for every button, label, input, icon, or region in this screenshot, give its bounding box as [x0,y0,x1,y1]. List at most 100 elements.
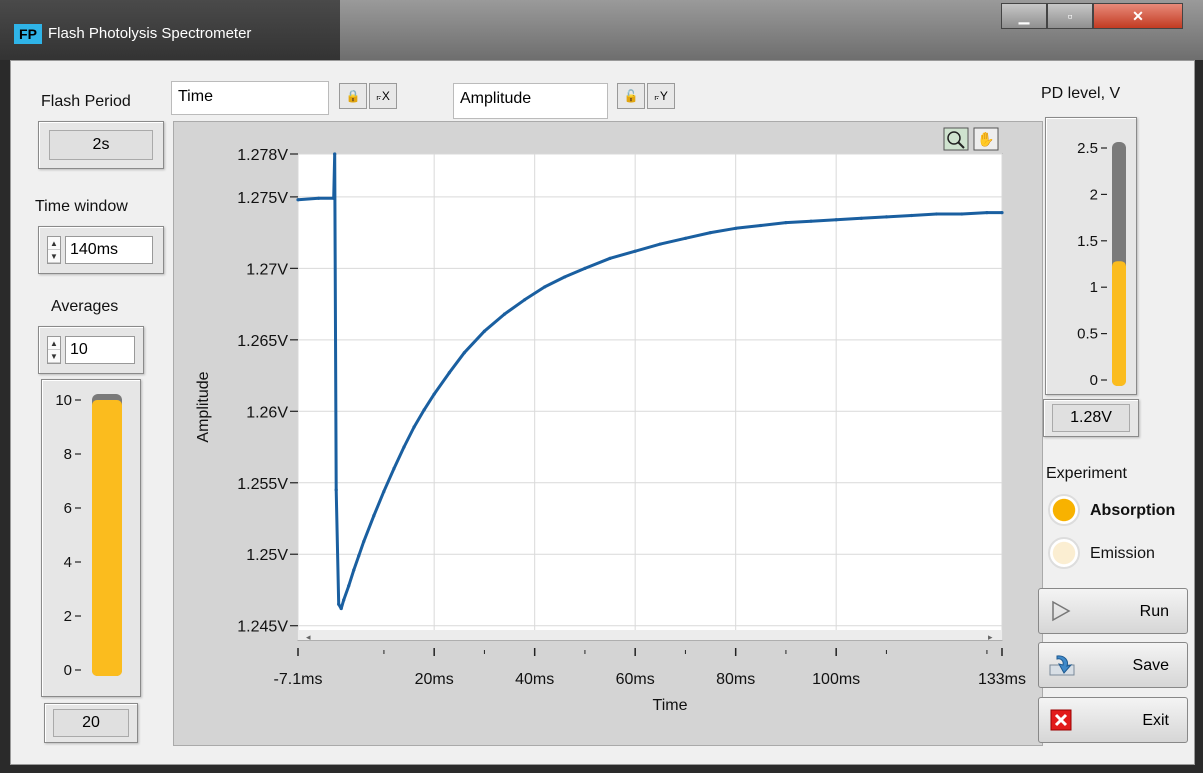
main-panel: Flash Period 2s Time window ▲ ▼ 140ms Ave… [10,60,1195,765]
save-icon [1049,655,1075,676]
experiment-label: Experiment [1046,465,1127,482]
pan-hand-icon [973,127,999,151]
x-tick-label: 40ms [515,671,554,688]
close-window-button[interactable]: ✕ [1093,3,1183,29]
averages-count: 20 [53,709,129,737]
x-tick-label: 80ms [716,671,755,688]
data-point [337,602,341,606]
x-lock-button[interactable]: 🔒 [339,83,367,109]
time-window-control: ▲ ▼ 140ms [38,226,164,274]
y-tick-label: 1.26V [246,404,288,421]
data-point [563,275,567,279]
zoom-handle [957,141,965,149]
series-line [297,152,1002,611]
y-scale-name[interactable]: Amplitude [453,83,608,119]
title-bar[interactable]: FP Flash Photolysis Spectrometer ▁ ▫ ✕ [0,0,1203,60]
emission-radio-icon[interactable] [1048,537,1080,569]
y-tick-label: 1.275V [237,190,288,207]
averages-tick-label: 8 [64,446,72,463]
data-point [784,221,788,225]
averages-slider[interactable]: 10 8 6 4 2 0 [41,379,141,697]
time-window-label: Time window [35,198,128,215]
data-point [412,425,416,429]
graph-palette: ✋ [943,127,999,151]
save-button[interactable]: Save [1038,642,1188,688]
averages-tick-label: 4 [64,554,72,571]
x-tick-label: 100ms [812,671,860,688]
down-arrow-icon[interactable]: ▼ [48,350,60,363]
y-lock-button[interactable]: 🔓 [617,83,645,109]
flash-period-label: Flash Period [41,93,131,110]
x-tick-label: 133ms [978,671,1026,688]
waveform-graph[interactable]: -7.1ms 20ms 40ms 60ms 80ms 100ms 133ms 1.278V 1.… [173,121,1043,746]
averages-tick-label: 0 [64,662,72,679]
run-button[interactable]: Run [1038,588,1188,634]
up-arrow-icon[interactable]: ▲ [48,237,60,250]
time-window-spinner[interactable]: ▲ ▼ [47,236,61,264]
waveform-chart[interactable]: -7.1ms 20ms 40ms 60ms 80ms 100ms 133ms 1.278V 1.… [174,122,1044,747]
averages-input[interactable]: 10 [65,336,135,364]
scroll-right-icon: ▸ [988,632,993,642]
averages-spinner[interactable]: ▲ ▼ [47,336,61,364]
data-point [347,584,351,588]
data-point [482,329,487,333]
time-window-input[interactable]: 140ms [65,236,153,264]
data-point [432,392,436,396]
pd-level-graphic: 2.5 2 1.5 1 0.5 0 [1077,140,1126,389]
data-point [708,231,713,235]
data-point [317,196,321,200]
pd-tick-label: 1.5 [1077,233,1098,250]
data-point [759,223,763,228]
maximize-button[interactable]: ▫ [1047,3,1093,29]
window-title: Flash Photolysis Spectrometer [48,25,252,42]
data-point [960,212,964,216]
lock-icon: 🔓 [623,89,639,103]
absorption-radio-icon[interactable] [1048,494,1080,526]
play-icon [1052,600,1071,622]
y-scale-icon: ⟔Y [654,89,668,103]
data-point [333,152,337,156]
emission-label[interactable]: Emission [1090,545,1155,562]
x-scale-name[interactable]: Time [171,81,329,115]
pd-level-label: PD level, V [1041,85,1121,102]
flash-period-value: 2s [49,130,153,160]
data-point [985,211,989,215]
absorption-label[interactable]: Absorption [1090,502,1176,519]
data-point [734,226,738,230]
data-point [296,198,300,202]
pd-value: 1.28V [1052,404,1130,432]
plot-area [297,153,1003,641]
y-tick-label: 1.265V [237,333,288,350]
pd-tick-label: 1 [1090,279,1098,296]
data-point [834,218,838,222]
minimize-button[interactable]: ▁ [1001,3,1047,29]
data-point [462,351,466,355]
y-tick-label: 1.245V [237,619,288,636]
x-tick-label: -7.1ms [274,671,323,688]
averages-fill [92,400,122,676]
pan-hand-glyph: ✋ [977,131,994,147]
data-point [809,219,813,223]
averages-tick-label: 2 [64,608,72,625]
data-point [859,216,863,220]
data-point [502,312,507,316]
data-point [583,266,587,270]
averages-count-display: 20 [44,703,138,743]
pd-tick-label: 0 [1090,372,1098,389]
y-tick-label: 1.255V [237,476,288,493]
y-autoscale-button[interactable]: ⟔Y [647,83,675,109]
lock-icon: 🔒 [345,89,361,103]
data-point [339,606,343,611]
down-arrow-icon[interactable]: ▼ [48,250,60,263]
pd-tick-label: 2.5 [1077,140,1098,157]
x-autoscale-button[interactable]: ⟔X [369,83,397,109]
x-tick-label: 60ms [616,671,655,688]
data-point [543,285,547,289]
exit-button[interactable]: Exit [1038,697,1188,743]
up-arrow-icon[interactable]: ▲ [48,337,60,350]
h-scrollbar [298,630,1002,640]
averages-tick-label: 6 [64,500,72,517]
data-point [1000,211,1004,215]
minimize-icon: ▁ [1018,8,1030,24]
